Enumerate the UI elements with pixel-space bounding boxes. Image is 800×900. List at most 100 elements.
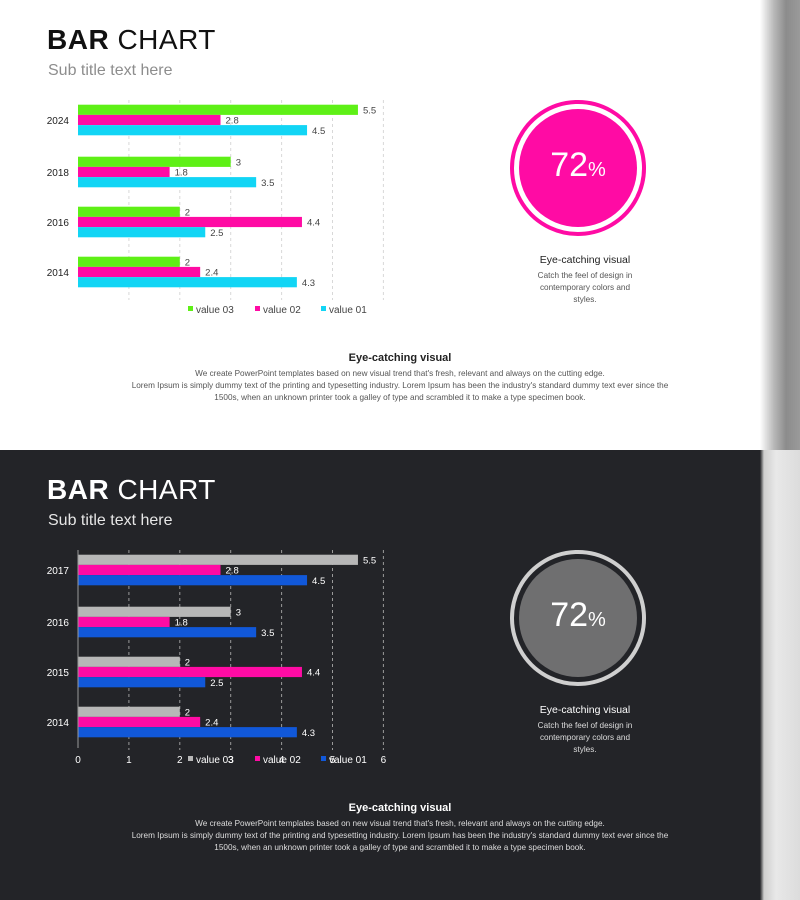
bar <box>78 564 221 576</box>
kpi-progress-arc <box>510 100 646 236</box>
data-label: 4.4 <box>307 218 320 229</box>
kpi-heading: Eye-catching visual <box>539 254 631 266</box>
legend-swatch <box>321 306 326 311</box>
category-label: 2014 <box>47 718 70 729</box>
legend-swatch <box>255 756 260 761</box>
footer-line: Lorem Ipsum is simply dummy text of the … <box>131 381 669 390</box>
x-tick-label: 5 <box>330 755 336 766</box>
kpi-value: 72% <box>550 596 606 634</box>
x-tick-label: 3 <box>228 755 234 766</box>
kpi-text-line: contemporary colors and <box>539 283 631 292</box>
bar <box>78 166 170 178</box>
slide-subtitle: Sub title text here <box>48 512 173 529</box>
category-label: 2014 <box>47 268 70 279</box>
data-label: 4.4 <box>307 668 320 679</box>
data-label: 3 <box>236 157 241 168</box>
kpi-text-line: Catch the feel of design in <box>537 721 633 730</box>
data-label: 2 <box>185 207 190 218</box>
data-label: 4.3 <box>302 278 315 289</box>
slide-title: BAR CHART <box>47 24 216 55</box>
data-label: 5.5 <box>363 105 376 116</box>
slide-dark: BAR CHART Sub title text here 2017 5.5 2.8… <box>0 450 800 900</box>
bar <box>78 716 201 728</box>
kpi-progress-arc <box>510 550 646 686</box>
category-label: 2017 <box>47 566 70 577</box>
legend-label: value 03 <box>196 305 234 316</box>
kpi-caption: Eye-catching visual Catch the feel of de… <box>520 704 650 756</box>
data-label: 2.4 <box>205 268 218 279</box>
data-label: 4.5 <box>312 126 325 137</box>
category-label: 2016 <box>47 218 70 229</box>
kpi-text-line: contemporary colors and <box>539 733 631 742</box>
bar <box>78 104 358 115</box>
x-tick-label: 2 <box>177 755 183 766</box>
legend-label: value 01 <box>329 305 367 316</box>
kpi-text-line: Catch the feel of design in <box>537 271 633 280</box>
legend-swatch <box>188 306 193 311</box>
data-label: 2 <box>185 657 190 668</box>
data-label: 2 <box>185 707 190 718</box>
bar-chart: 2024 5.5 2.8 4.5 2018 3 1.8 3.5 2016 2 4.4 2.5 2014 2… <box>47 100 384 316</box>
bar <box>78 216 302 228</box>
x-tick-label: 0 <box>75 755 81 766</box>
data-label: 1.8 <box>175 168 188 179</box>
bar <box>78 656 180 667</box>
bar <box>78 727 297 738</box>
legend-swatch <box>321 756 326 761</box>
bar <box>78 706 180 717</box>
data-label: 2.5 <box>210 228 223 239</box>
data-label: 4.3 <box>302 728 315 739</box>
bar <box>78 627 257 638</box>
bar <box>78 227 206 238</box>
footer-heading: Eye-catching visual <box>348 802 452 814</box>
footer-line: We create PowerPoint templates based on … <box>195 819 605 828</box>
kpi-caption: Eye-catching visual Catch the feel of de… <box>520 254 650 306</box>
slide-title: BAR CHART <box>47 474 216 505</box>
x-tick-label: 1 <box>126 755 132 766</box>
data-label: 2.4 <box>205 718 218 729</box>
kpi-filled-circle <box>519 109 637 227</box>
bar <box>78 677 206 688</box>
legend-swatch <box>255 306 260 311</box>
bar <box>78 125 308 136</box>
kpi-circle: 72% <box>510 90 660 250</box>
data-label: 4.5 <box>312 576 325 587</box>
kpi-text-line: styles. <box>573 295 597 304</box>
category-label: 2018 <box>47 168 70 179</box>
category-label: 2015 <box>47 668 70 679</box>
kpi-ring <box>510 550 646 686</box>
data-label: 5.5 <box>363 555 376 566</box>
category-label: 2016 <box>47 618 70 629</box>
brush-border <box>760 0 800 450</box>
kpi-text-line: styles. <box>573 745 597 754</box>
kpi-filled-circle <box>519 559 637 677</box>
kpi-heading: Eye-catching visual <box>539 704 631 716</box>
data-label: 1.8 <box>175 618 188 629</box>
bar-chart: 20175.52.84.5201631.83.5201524.42.520142… <box>47 550 387 766</box>
footer-line: 1500s, when an unknown printer took a ga… <box>214 393 586 402</box>
footer-line: Lorem Ipsum is simply dummy text of the … <box>131 831 669 840</box>
bar <box>78 666 302 678</box>
legend-swatch <box>188 756 193 761</box>
data-label: 3.5 <box>261 178 274 189</box>
bar <box>78 575 308 586</box>
legend-label: value 02 <box>263 305 301 316</box>
bar <box>78 177 257 188</box>
brush-border <box>760 450 800 900</box>
kpi-circle: 72% <box>510 540 660 700</box>
bar <box>78 266 201 278</box>
footer-text: Eye-catching visual We create PowerPoint… <box>100 802 700 854</box>
bar <box>78 206 180 217</box>
bar <box>78 156 231 167</box>
x-tick-label: 4 <box>279 755 285 766</box>
footer-line: We create PowerPoint templates based on … <box>195 369 605 378</box>
bar <box>78 606 231 617</box>
kpi-ring <box>510 100 646 236</box>
bar <box>78 554 358 565</box>
data-label: 2.5 <box>210 678 223 689</box>
kpi-value: 72% <box>550 146 606 184</box>
footer-heading: Eye-catching visual <box>348 352 452 364</box>
data-label: 2.8 <box>226 566 239 577</box>
slide-light: BAR CHART Sub title text here 2024 5.5 2.8… <box>46 0 800 450</box>
legend-label: value 02 <box>263 755 301 766</box>
